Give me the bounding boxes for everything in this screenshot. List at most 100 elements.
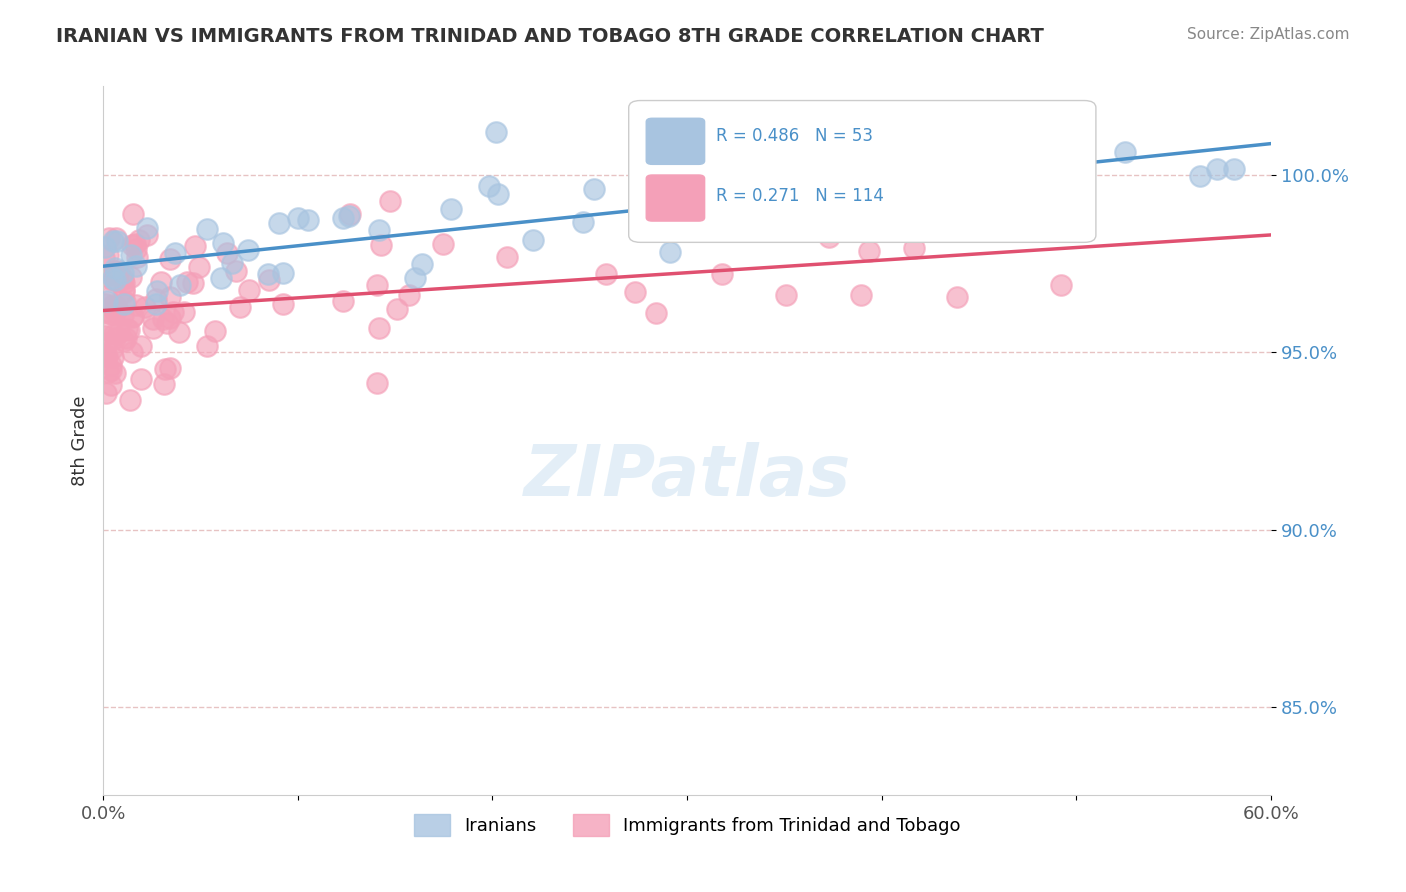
Point [97, 231, 120, 245]
Point [159, 290, 181, 304]
Point [97, 365, 120, 379]
Point [103, 326, 125, 341]
Point [852, 180, 875, 194]
Point [169, 278, 191, 293]
Point [121, 238, 143, 252]
Point [104, 366, 127, 380]
Point [159, 252, 181, 267]
Point [236, 243, 259, 257]
Point [98, 306, 121, 320]
Point [332, 211, 354, 226]
Point [176, 275, 198, 289]
Point [367, 223, 389, 237]
Point [124, 237, 146, 252]
Point [440, 202, 463, 217]
Point [111, 309, 134, 323]
Point [181, 276, 204, 290]
Point [122, 309, 145, 323]
Point [104, 331, 127, 345]
Point [93, 348, 115, 362]
Point [370, 238, 392, 252]
Point [257, 267, 280, 281]
Point [1206, 162, 1229, 177]
Point [101, 271, 124, 285]
Point [96, 349, 118, 363]
Point [273, 266, 295, 280]
Point [103, 264, 125, 278]
Point [112, 334, 135, 349]
Point [368, 321, 391, 335]
Point [204, 324, 226, 338]
Legend: Iranians, Immigrants from Trinidad and Tobago: Iranians, Immigrants from Trinidad and T… [406, 806, 967, 843]
Point [522, 233, 544, 247]
Point [142, 312, 165, 326]
Point [1223, 162, 1246, 177]
Point [128, 233, 150, 247]
Point [818, 229, 841, 244]
Point [696, 208, 718, 222]
Point [129, 371, 152, 385]
Text: ZIPatlas: ZIPatlas [523, 442, 851, 511]
Point [100, 378, 122, 392]
Point [745, 219, 768, 234]
Point [129, 339, 152, 353]
Point [184, 239, 207, 253]
Point [94, 349, 117, 363]
FancyBboxPatch shape [647, 175, 704, 221]
Point [238, 283, 260, 297]
Point [849, 288, 872, 302]
Point [153, 361, 176, 376]
Point [104, 230, 127, 244]
Point [1114, 145, 1136, 159]
Point [112, 267, 135, 281]
Point [105, 299, 128, 313]
Point [107, 274, 129, 288]
Point [366, 376, 388, 390]
Point [108, 325, 131, 339]
Point [114, 331, 136, 345]
Point [156, 317, 179, 331]
Point [775, 287, 797, 301]
Point [125, 298, 148, 312]
Point [122, 206, 145, 220]
Point [153, 377, 176, 392]
Point [136, 227, 159, 242]
Point [135, 221, 157, 235]
Point [984, 136, 1007, 151]
Text: R = 0.271   N = 114: R = 0.271 N = 114 [716, 187, 884, 205]
Point [380, 194, 402, 209]
Point [93, 329, 115, 343]
Point [582, 182, 605, 196]
Point [100, 324, 122, 338]
Point [769, 211, 792, 225]
Point [495, 251, 517, 265]
Point [94, 269, 117, 284]
Point [159, 310, 181, 325]
Point [970, 168, 993, 182]
Point [96, 294, 118, 309]
Point [162, 305, 184, 319]
Point [267, 216, 290, 230]
Point [485, 125, 508, 139]
Point [134, 300, 156, 314]
Point [112, 276, 135, 290]
Point [197, 221, 219, 235]
Point [645, 306, 668, 320]
Point [120, 269, 142, 284]
Point [103, 305, 125, 319]
Point [387, 302, 409, 317]
Point [287, 211, 309, 226]
Point [159, 360, 181, 375]
Point [257, 273, 280, 287]
Point [956, 157, 979, 171]
Point [120, 393, 142, 408]
Point [145, 292, 167, 306]
Point [1049, 278, 1071, 293]
Point [112, 285, 135, 300]
Point [104, 273, 127, 287]
FancyBboxPatch shape [647, 119, 704, 164]
Point [339, 206, 361, 220]
Point [595, 267, 617, 281]
Point [651, 207, 673, 221]
Point [112, 271, 135, 285]
